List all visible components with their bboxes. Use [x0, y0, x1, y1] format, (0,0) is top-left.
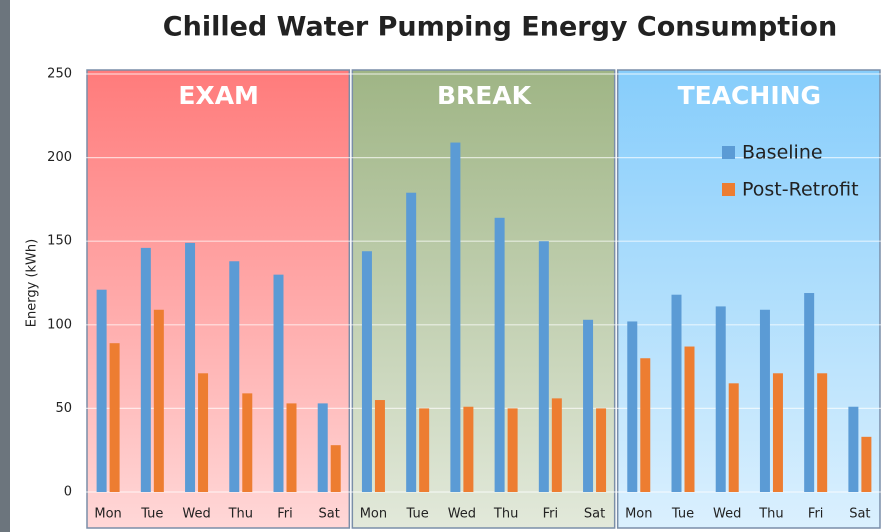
- bar: [760, 310, 770, 492]
- legend-label: Post-Retrofit: [742, 179, 859, 201]
- x-tick-label: Tue: [671, 507, 694, 522]
- bar: [716, 306, 726, 492]
- y-axis-title: Energy (kWh): [25, 239, 40, 327]
- y-tick-label: 150: [47, 234, 72, 249]
- bar: [229, 261, 239, 492]
- section-label: BREAK: [437, 81, 533, 110]
- y-tick-label: 0: [64, 485, 72, 500]
- bar: [331, 445, 341, 492]
- bar: [640, 358, 650, 492]
- x-tick-label: Tue: [140, 507, 163, 522]
- x-tick-label: Wed: [713, 507, 741, 522]
- y-tick-label: 50: [55, 401, 72, 416]
- x-tick-label: Sat: [584, 507, 605, 522]
- bar: [672, 295, 682, 492]
- bar: [596, 408, 606, 492]
- bar: [804, 293, 814, 492]
- bar: [287, 403, 297, 492]
- bar: [375, 400, 385, 492]
- x-tick-label: Fri: [808, 507, 824, 522]
- x-tick-label: Mon: [360, 507, 387, 522]
- y-tick-label: 250: [47, 67, 72, 82]
- bar: [185, 243, 195, 492]
- background-photo-strip: [0, 0, 10, 532]
- section-panel: [352, 70, 614, 528]
- y-tick-label: 200: [47, 150, 72, 165]
- x-tick-label: Fri: [277, 507, 293, 522]
- page: Chilled Water Pumping Energy Consumption…: [0, 0, 882, 532]
- bar: [362, 251, 372, 492]
- bar: [495, 218, 505, 492]
- bar: [141, 248, 151, 492]
- x-tick-label: Fri: [543, 507, 559, 522]
- bar: [419, 408, 429, 492]
- bar: [552, 398, 562, 492]
- bar: [463, 407, 473, 492]
- chart-title: Chilled Water Pumping Energy Consumption: [163, 12, 837, 43]
- x-tick-label: Tue: [406, 507, 429, 522]
- bar: [198, 373, 208, 492]
- bar: [861, 437, 871, 492]
- bar: [848, 407, 858, 492]
- section-panel: [618, 70, 880, 528]
- bar: [154, 310, 164, 492]
- legend-swatch: [722, 183, 735, 196]
- bar: [685, 347, 695, 492]
- bar: [627, 321, 637, 492]
- bar: [773, 373, 783, 492]
- x-tick-label: Thu: [758, 507, 783, 522]
- x-tick-label: Mon: [94, 507, 121, 522]
- x-tick-label: Wed: [448, 507, 476, 522]
- bar: [406, 193, 416, 492]
- x-tick-label: Mon: [625, 507, 652, 522]
- legend-swatch: [722, 146, 735, 159]
- bar: [450, 143, 460, 492]
- chart: Chilled Water Pumping Energy Consumption…: [0, 0, 882, 532]
- section-label: EXAM: [178, 81, 259, 110]
- section-panel: [87, 70, 349, 528]
- y-tick-label: 100: [47, 317, 72, 332]
- x-tick-label: Thu: [228, 507, 253, 522]
- x-tick-label: Wed: [182, 507, 210, 522]
- bar: [817, 373, 827, 492]
- bar: [318, 403, 328, 492]
- x-tick-label: Thu: [493, 507, 518, 522]
- x-tick-label: Sat: [849, 507, 870, 522]
- x-tick-label: Sat: [319, 507, 340, 522]
- bar: [242, 393, 252, 492]
- legend-label: Baseline: [742, 142, 823, 164]
- bar: [583, 320, 593, 492]
- bar: [110, 343, 120, 492]
- bar: [274, 275, 284, 492]
- bar: [729, 383, 739, 492]
- bar: [97, 290, 107, 492]
- section-label: TEACHING: [678, 81, 822, 110]
- bar: [539, 241, 549, 492]
- bar: [508, 408, 518, 492]
